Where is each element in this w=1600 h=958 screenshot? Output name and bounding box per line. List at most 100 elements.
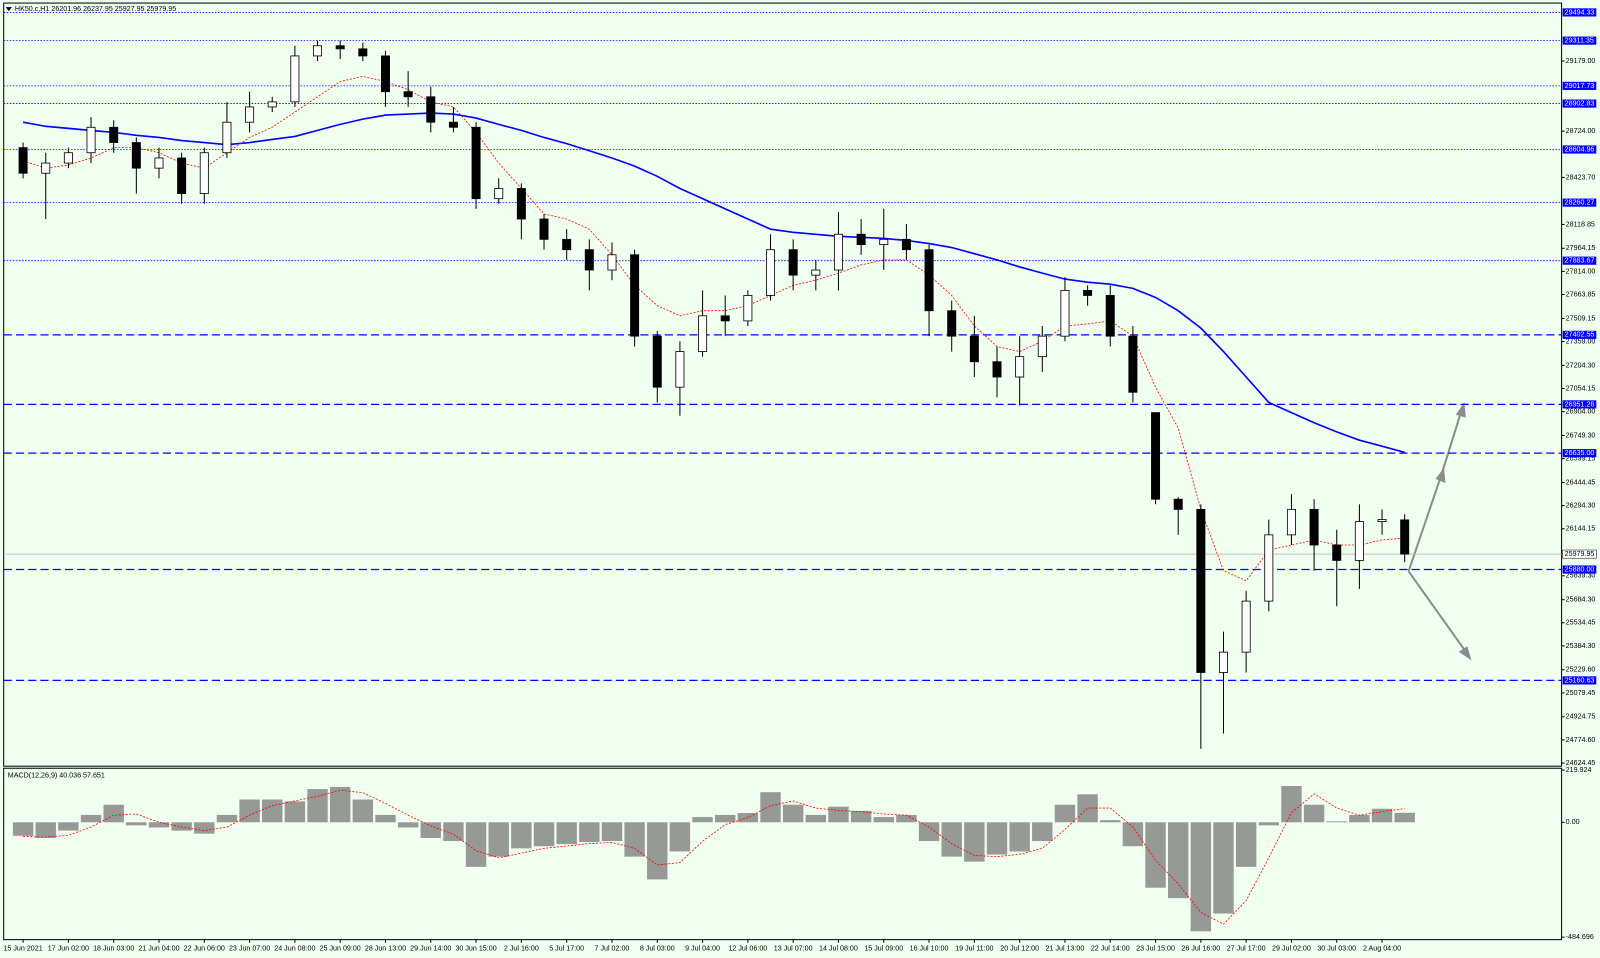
candle-body (1128, 335, 1138, 393)
macd-bar (1235, 822, 1257, 867)
y-tick-label: 27663.85 (1566, 290, 1596, 298)
candle-body (41, 162, 51, 174)
candle-body (788, 249, 798, 276)
candle-body (720, 315, 730, 322)
macd-bar (1349, 814, 1370, 823)
y-tick-label: 27359.00 (1566, 337, 1596, 345)
candle-body (1309, 508, 1319, 546)
x-tick-label: 2 Aug 04:00 (1363, 945, 1401, 953)
candle-body (1060, 289, 1070, 337)
candle-body (969, 335, 979, 363)
level-label: 28604.96 (1565, 145, 1595, 153)
candle-body (1332, 544, 1342, 561)
x-tick-label: 19 Jul 11:00 (955, 945, 993, 953)
macd-bar (148, 822, 170, 828)
macd-bar (828, 806, 849, 823)
y-tick-label: 27054.15 (1566, 384, 1596, 392)
arrow-up (1407, 475, 1443, 572)
y-tick-label: 24774.60 (1566, 736, 1596, 744)
macd-bar (488, 822, 509, 857)
arrow-up-2 (1440, 409, 1463, 476)
macd-bar (556, 822, 577, 845)
symbol-title: HK50.c,H1 (15, 5, 49, 13)
macd-bar (986, 822, 1008, 855)
macd-bar (1190, 822, 1212, 932)
x-tick-label: 27 Jul 17:00 (1227, 945, 1266, 953)
macd-bar (964, 822, 985, 862)
x-tick-label: 8 Jul 03:00 (640, 945, 675, 953)
candle-body (177, 157, 187, 194)
macd-bar (1054, 804, 1076, 823)
candle-body (1151, 412, 1161, 500)
level-tag (1562, 99, 1597, 108)
macd-panel-frame (3, 767, 1563, 941)
macd-bar (669, 822, 691, 852)
x-tick-label: 24 Jun 08:00 (274, 945, 315, 953)
x-tick-label: 9 Jul 04:00 (685, 945, 720, 953)
level-tag (1562, 256, 1597, 265)
level-label: 26635.00 (1565, 449, 1595, 457)
candle-body (313, 45, 323, 57)
candle-body (1173, 498, 1183, 510)
x-tick-label: 22 Jun 06:00 (184, 945, 225, 953)
candle-body (86, 126, 96, 154)
candle-body (1354, 521, 1364, 561)
macd-bar (397, 822, 419, 828)
macd-bar (35, 822, 56, 838)
y-tick-label: 27509.15 (1566, 314, 1596, 322)
level-label: 28902.83 (1565, 99, 1595, 107)
candle-body (109, 126, 119, 143)
macd-bar (194, 822, 215, 834)
level-label: 28260.27 (1565, 199, 1595, 207)
y-tick-label: 25229.60 (1566, 666, 1596, 674)
macd-bar (80, 814, 102, 823)
candle-body (630, 254, 640, 337)
macd-bar (1281, 786, 1302, 823)
x-tick-label: 28 Jun 13:00 (365, 945, 406, 953)
macd-bar (1077, 794, 1098, 823)
macd-bar (1326, 821, 1347, 823)
macd-bar (1009, 822, 1030, 852)
y-tick-label: 27814.00 (1566, 267, 1596, 275)
last-high: 26237.95 (83, 5, 113, 13)
macd-bar (375, 814, 396, 823)
macd-bar (624, 822, 645, 857)
x-tick-label: 13 Jul 07:00 (774, 945, 813, 953)
last-close: 25979.95 (146, 5, 176, 13)
macd-bar (1100, 820, 1121, 823)
y-tick-label: 27964.15 (1566, 244, 1596, 252)
y-tick-label: 24624.45 (1566, 759, 1596, 767)
x-tick-label: 15 Jun 2021 (3, 945, 42, 953)
x-tick-label: 2 Jul 16:00 (504, 945, 539, 953)
candle-body (1037, 335, 1047, 358)
x-tick-label: 25 Jun 09:00 (320, 945, 361, 953)
candle-body (1286, 508, 1296, 536)
macd-bar (126, 822, 147, 826)
macd-bar (1122, 822, 1144, 847)
moving-average (22, 76, 1405, 582)
candle-body (290, 55, 300, 103)
level-tag (1562, 36, 1597, 45)
y-tick-label: 26294.30 (1566, 502, 1596, 510)
candle-body (448, 121, 458, 128)
level-label: 27402.55 (1565, 331, 1595, 339)
candle-body (539, 218, 549, 240)
macd-bar (1167, 822, 1189, 899)
y-tick-label: 26904.00 (1566, 408, 1596, 416)
level-tag (1562, 330, 1597, 339)
candle-body (154, 157, 164, 169)
x-tick-label: 20 Jul 12:00 (1000, 945, 1039, 953)
menu-triangle[interactable] (5, 7, 12, 12)
x-tick-label: 5 Jul 17:00 (549, 945, 584, 953)
y-tick-label: 28118.85 (1566, 220, 1595, 228)
candle-body (1219, 651, 1228, 673)
candle-body (924, 249, 934, 312)
candle-body (698, 315, 708, 352)
last-low: 25927.95 (115, 5, 145, 13)
x-tick-label: 15 Jul 09:00 (864, 945, 903, 953)
x-tick-label: 18 Jun 03:00 (93, 945, 134, 953)
y-tick-label: 26444.45 (1566, 478, 1596, 486)
level-label: 26951.26 (1565, 400, 1595, 408)
candle-body (1241, 600, 1251, 653)
candle-body (947, 310, 957, 337)
